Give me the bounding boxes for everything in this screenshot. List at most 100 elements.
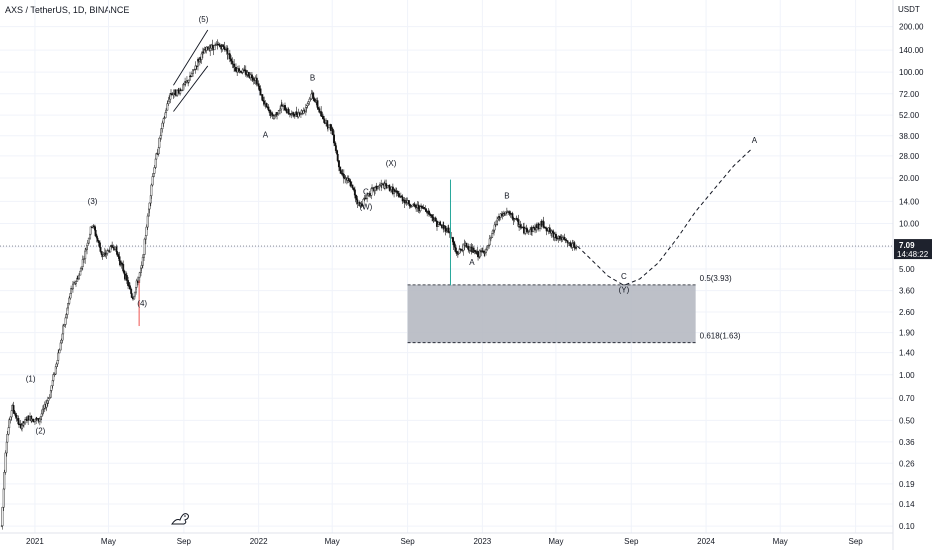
current-price-value: 7.09 [899, 241, 915, 250]
candle-down [361, 205, 364, 207]
candle-down [351, 184, 354, 189]
candle-up [362, 199, 365, 206]
time-tick-label: 2023 [473, 537, 491, 546]
candle-up [144, 235, 147, 240]
candle-up [145, 226, 148, 236]
candle-down [115, 246, 118, 252]
candle-down [354, 194, 357, 199]
candle-down [92, 225, 95, 227]
wave-label: (2) [36, 426, 46, 435]
candle-up [491, 233, 494, 238]
candle-up [524, 228, 527, 234]
candle-down [13, 410, 16, 414]
candle-down [526, 228, 529, 233]
candle-up [9, 416, 12, 421]
candle-up [462, 243, 465, 251]
fib-upper-label: 0.5(3.93) [700, 274, 732, 283]
candle-up [2, 488, 5, 508]
candle-up [138, 272, 141, 278]
bar-countdown: 14:48:22 [897, 250, 929, 259]
candle-up [7, 427, 10, 435]
candle-up [176, 89, 179, 96]
candle-down [431, 214, 434, 218]
candle-down [318, 108, 321, 113]
price-tick-label: 5.00 [899, 265, 915, 274]
candle-up [486, 245, 489, 248]
candle-down [428, 210, 430, 215]
candle-up [143, 254, 145, 258]
candle-down [98, 242, 101, 248]
candle-down [467, 246, 470, 250]
candle-up [68, 297, 71, 304]
time-tick-label: May [548, 537, 563, 546]
candle-up [48, 397, 51, 399]
time-tick-label: 2021 [26, 537, 44, 546]
candle-up [64, 317, 67, 325]
wave-label: A [752, 136, 758, 145]
candle-up [63, 324, 66, 327]
candle-up [153, 167, 156, 174]
wave-label: B [504, 192, 509, 201]
candle-up [501, 215, 504, 217]
price-tick-label: 0.10 [899, 522, 915, 531]
candle-up [432, 220, 435, 222]
candle-up [57, 352, 60, 361]
candle-up [53, 373, 56, 376]
price-axis[interactable]: 200.00 140.00 100.00 72.00 52.00 38.00 28.00 20… [899, 23, 924, 531]
time-axis[interactable]: 2021 May Sep 2022 May Sep 2023 May Sep 2024 May Sep [26, 537, 863, 546]
candle-down [284, 105, 286, 111]
candle-up [59, 342, 62, 351]
wave-label: A [469, 258, 475, 267]
candle-up [152, 173, 155, 177]
candle-up [109, 246, 112, 253]
candle-up [106, 250, 109, 254]
candle-up [194, 65, 197, 70]
candle-up [78, 274, 81, 280]
candle-down [349, 181, 352, 187]
candle-down [353, 189, 356, 196]
fib-lower-label: 0.618(1.63) [700, 332, 741, 341]
candle-up [60, 339, 63, 344]
candle-up [67, 303, 69, 309]
candle-up [161, 122, 164, 130]
candle-up [86, 242, 89, 246]
candle-up [140, 265, 143, 269]
price-tick-label: 100.00 [899, 68, 924, 77]
candle-up [488, 238, 491, 246]
candle-up [274, 114, 277, 117]
candle-down [94, 229, 97, 237]
current-price-badge: 7.09 14:48:22 [894, 239, 932, 260]
symbol-title: AXS / TetherUS, 1D, BINANCE [5, 5, 130, 15]
candle-down [542, 221, 545, 228]
candle-up [494, 223, 497, 226]
candle-up [40, 413, 43, 417]
price-tick-label: 0.14 [899, 500, 915, 509]
candle-down [413, 203, 416, 206]
candle-down [333, 134, 335, 144]
candle-down [312, 92, 315, 99]
candle-down [347, 178, 350, 181]
candle-down [339, 166, 342, 171]
fibonacci-zone [407, 284, 696, 343]
candle-down [222, 44, 225, 47]
candle-down [313, 98, 316, 102]
candle-up [79, 270, 82, 276]
candle-up [33, 419, 36, 422]
candle-down [341, 173, 344, 175]
candle-up [489, 237, 492, 240]
candle-up [62, 325, 65, 335]
wave-label: (1) [26, 375, 36, 384]
candle-up [374, 187, 377, 192]
price-tick-label: 20.00 [899, 174, 920, 183]
candle-up [478, 250, 481, 257]
candle-up [55, 363, 58, 367]
candle-down [454, 247, 457, 252]
candle-down [295, 111, 298, 116]
candle-down [408, 203, 411, 206]
candle-down [465, 242, 468, 248]
wave-label: C [621, 272, 627, 281]
candle-down [352, 187, 355, 191]
price-tick-label: 0.36 [899, 438, 915, 447]
candle-down [545, 228, 548, 231]
